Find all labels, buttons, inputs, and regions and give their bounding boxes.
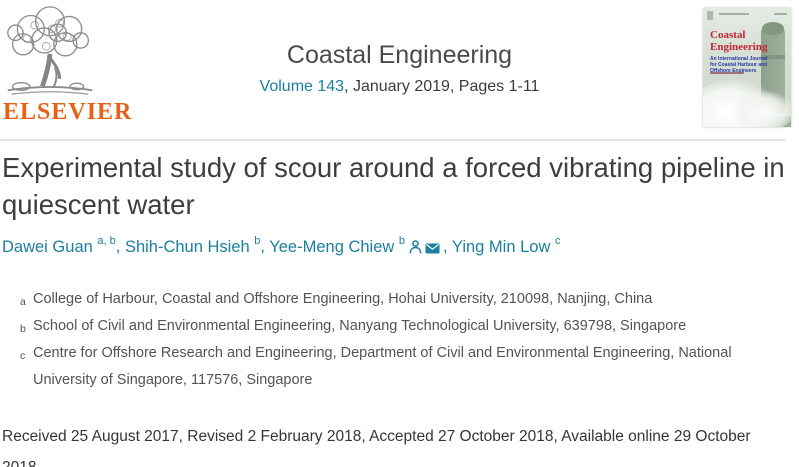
- author-link-yee-meng-chiew[interactable]: Yee-Meng Chiew b: [269, 235, 406, 256]
- author-name: Shih-Chun Hsieh: [124, 237, 250, 256]
- cover-mini-text: [719, 13, 749, 15]
- author-name: Yee-Meng Chiew: [269, 237, 395, 256]
- person-icon[interactable]: [409, 239, 422, 254]
- affiliation-list: a College of Harbour, Coastal and Offshor…: [2, 286, 752, 394]
- author-separator: ,: [443, 237, 452, 256]
- author-list: Dawei Guan a, b, Shih-Chun Hsieh b, Yee-…: [2, 235, 791, 257]
- cover-journal-subtitle: An International Journal for Coastal Har…: [710, 56, 768, 74]
- affiliation-text: College of Harbour, Coastal and Offshore…: [33, 290, 653, 307]
- journal-cover-thumbnail[interactable]: Coastal Engineering An International Jou…: [703, 8, 791, 127]
- article-history-dates: Received 25 August 2017, Revised 2 Febru…: [2, 427, 751, 467]
- affiliation-text: School of Civil and Environmental Engine…: [33, 317, 687, 334]
- journal-title-link[interactable]: Coastal Engineering: [286, 41, 513, 69]
- affiliation-text: Centre for Offshore Research and Enginee…: [33, 344, 732, 388]
- elsevier-wordmark: ELSEVIER: [3, 99, 133, 125]
- cover-mini-issn: [774, 13, 787, 15]
- article-title: Experimental study of scour around a for…: [2, 152, 785, 220]
- elsevier-logo[interactable]: ELSEVIER: [2, 4, 162, 126]
- cover-journal-title: Coastal Engineering: [710, 29, 768, 53]
- cover-wave-spray-image: [733, 91, 791, 127]
- cover-editors-line: [710, 72, 744, 74]
- author-affiliation-sup: b: [254, 235, 261, 247]
- author-link-shih-chun-hsieh[interactable]: Shih-Chun Hsieh b: [124, 235, 261, 256]
- banner-divider: [0, 139, 785, 141]
- affiliation-sup: c: [20, 349, 26, 362]
- affiliation-c: c Centre for Offshore Research and Engine…: [2, 340, 752, 394]
- author-separator: ,: [115, 237, 125, 256]
- volume-link[interactable]: Volume 143: [259, 78, 345, 95]
- affiliation-a: a College of Harbour, Coastal and Offshor…: [2, 286, 752, 313]
- journal-banner: ELSEVIER Coastal Engineering Volume 143,…: [0, 0, 799, 139]
- article-meta: Experimental study of scour around a for…: [0, 141, 799, 467]
- elsevier-tree-icon: [2, 4, 162, 98]
- author-link-ying-min-low[interactable]: Ying Min Low c: [451, 235, 561, 256]
- author-affiliation-sup: b: [398, 235, 406, 247]
- affiliation-sup: a: [20, 295, 26, 308]
- author-name: Dawei Guan: [2, 237, 93, 256]
- cover-lighthouse-dome: [762, 22, 784, 35]
- author-name: Ying Min Low: [451, 237, 551, 256]
- issue-info-line: Volume 143, January 2019, Pages 1-11: [0, 78, 799, 96]
- cover-lighthouse-band: [761, 55, 785, 59]
- author-affiliation-sup: c: [554, 235, 561, 247]
- cover-mini-elsevier-icon: [707, 11, 713, 20]
- affiliation-sup: b: [20, 322, 26, 335]
- affiliation-b: b School of Civil and Environmental Engin…: [2, 313, 752, 340]
- issue-info-text: , January 2019, Pages 1-11: [344, 78, 540, 95]
- author-link-dawei-guan[interactable]: Dawei Guan a, b: [2, 235, 116, 256]
- author-affiliation-sup: a, b: [97, 235, 116, 247]
- journal-heading-block: Coastal Engineering Volume 143, January …: [0, 41, 799, 96]
- envelope-icon[interactable]: [425, 243, 440, 254]
- author-separator: ,: [260, 237, 270, 256]
